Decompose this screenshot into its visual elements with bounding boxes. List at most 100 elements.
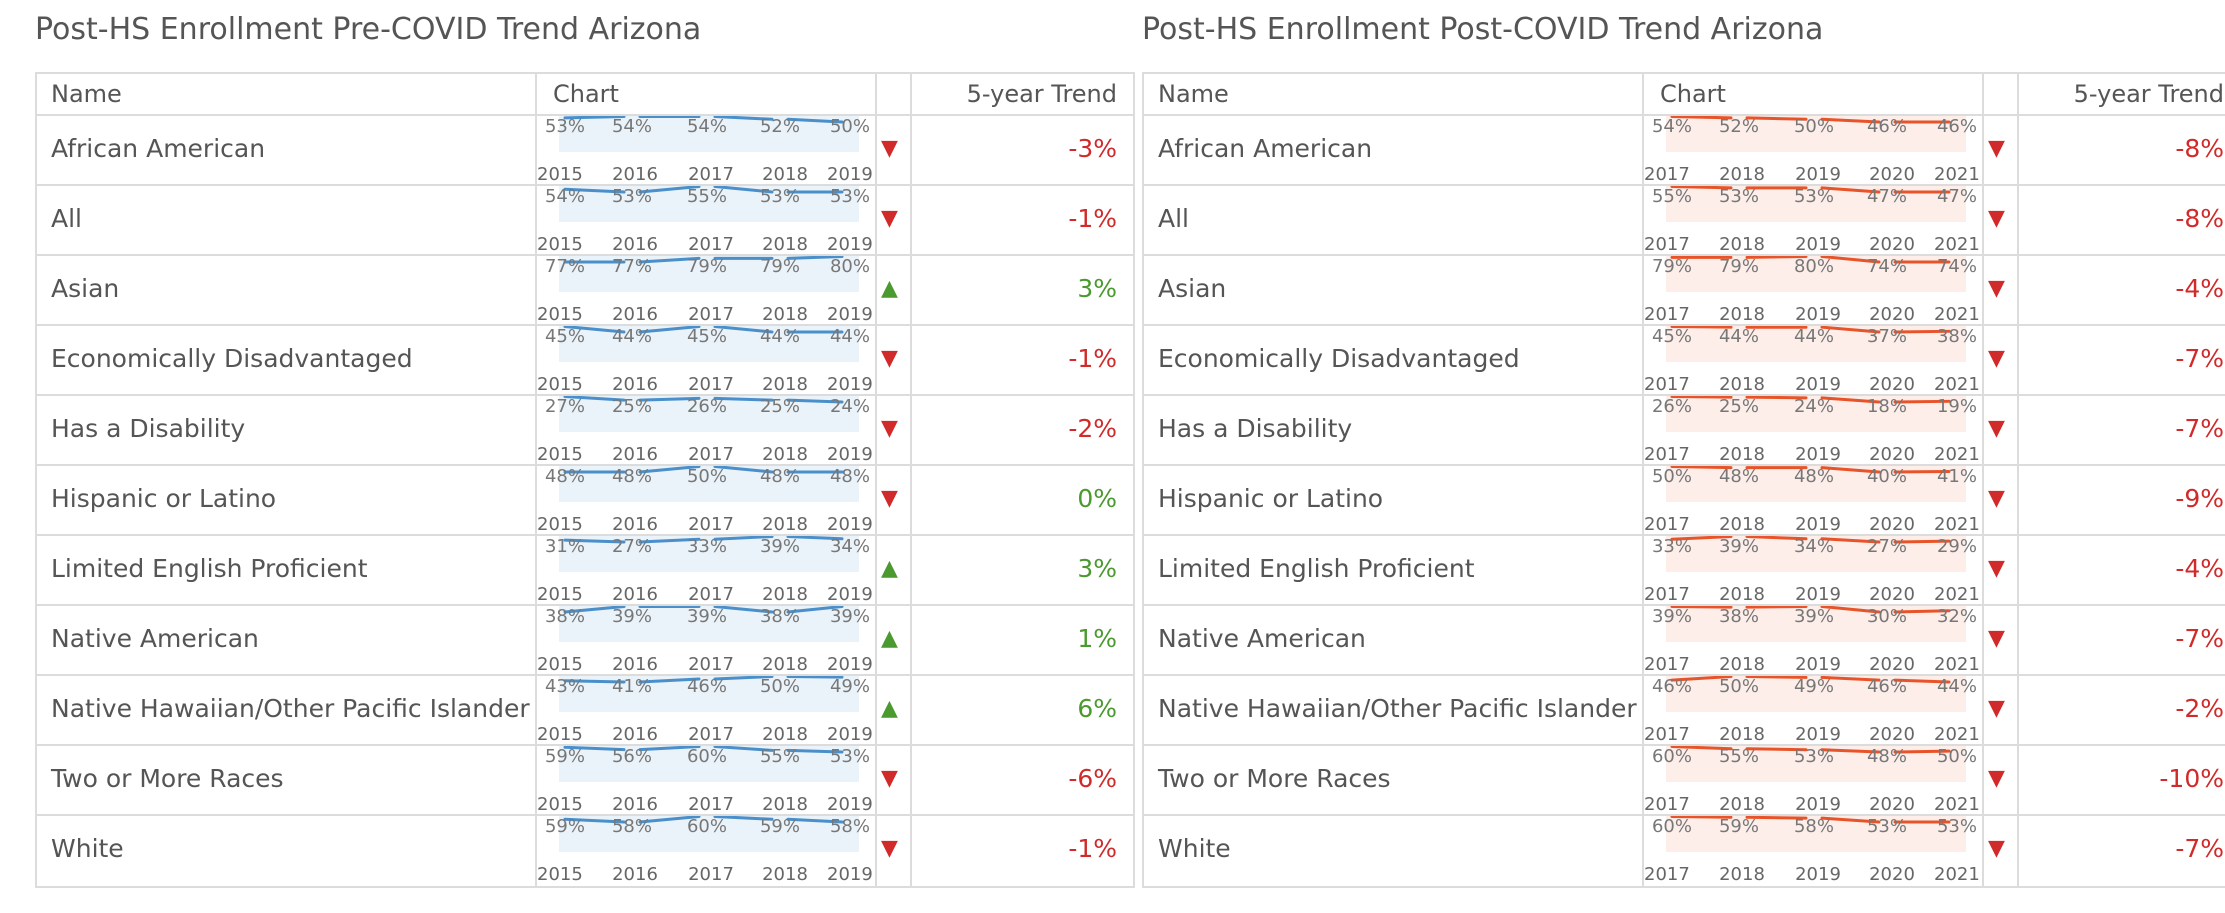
table-row[interactable]: Has a Disability 27% 25% 26% 25% 24% 2015 2016 2…	[35, 396, 1135, 466]
sparkline-line	[713, 536, 774, 541]
table-row[interactable]: Asian 77% 77% 79% 79% 80% 2015 2016 2017 2018 2019…	[35, 256, 1135, 326]
sparkline-line	[1820, 816, 1881, 824]
sparkline-line	[1670, 326, 1733, 329]
data-label: 60%	[1652, 746, 1692, 767]
sparkline-line	[786, 606, 844, 614]
data-label: 25%	[760, 396, 800, 417]
x-axis-tick-label: 2019	[827, 654, 873, 675]
x-axis-tick-label: 2018	[762, 724, 808, 745]
header-chart[interactable]: Chart	[1660, 80, 1726, 108]
table-row[interactable]: Hispanic or Latino 48% 48% 50% 48% 48% 2015 201…	[35, 466, 1135, 536]
table-row[interactable]: Economically Disadvantaged 45% 44% 45% 44% 44…	[35, 326, 1135, 396]
x-axis-tick-label: 2019	[1795, 164, 1841, 185]
trend-value: -1%	[1068, 834, 1117, 863]
header-chart[interactable]: Chart	[553, 80, 619, 108]
header-trend[interactable]: 5-year Trend	[966, 80, 1117, 108]
x-axis-tick-label: 2019	[827, 374, 873, 395]
data-label: 40%	[1867, 466, 1907, 487]
table-row[interactable]: Economically Disadvantaged 45% 44% 44% 37% 38…	[1142, 326, 2225, 396]
header-name[interactable]: Name	[51, 80, 122, 108]
column-divider	[2017, 74, 2019, 886]
row-name: White	[51, 834, 124, 863]
table-row[interactable]: Native Hawaiian/Other Pacific Islander 43…	[35, 676, 1135, 746]
x-axis-tick-label: 2019	[1795, 794, 1841, 815]
x-axis-tick-label: 2015	[537, 794, 583, 815]
trend-value: -3%	[1068, 134, 1117, 163]
triangle-up-icon: ▲	[881, 696, 898, 721]
sparkline-line	[786, 398, 844, 404]
data-label: 60%	[1652, 816, 1692, 837]
sparkline-line	[563, 817, 626, 824]
sparkline-line	[563, 538, 626, 544]
data-label: 48%	[1794, 466, 1834, 487]
sparkline-line	[1745, 536, 1808, 541]
data-label: 54%	[545, 186, 585, 207]
sparkline-line	[1745, 747, 1808, 752]
sparkline-band	[559, 606, 859, 642]
data-label: 39%	[1794, 606, 1834, 627]
x-axis-tick-label: 2017	[688, 374, 734, 395]
table-row[interactable]: Asian 79% 79% 80% 74% 74% 2017 2018 2019 2020 2021…	[1142, 256, 2225, 326]
sparkline-chart: 27% 25% 26% 25% 24% 2015 2016 2017 2018 2019	[537, 396, 873, 465]
table-row[interactable]: African American 54% 52% 50% 46% 46% 2017 2018 2…	[1142, 116, 2225, 186]
data-label: 55%	[687, 186, 727, 207]
sparkline-line	[1745, 676, 1808, 679]
data-label: 46%	[1867, 676, 1907, 697]
triangle-down-icon: ▼	[1988, 836, 2005, 861]
table-row[interactable]: All 55% 53% 53% 47% 47% 2017 2018 2019 2020 2021 ▼ -…	[1142, 186, 2225, 256]
data-label: 55%	[1719, 746, 1759, 767]
header-name[interactable]: Name	[1158, 80, 1229, 108]
data-label: 32%	[1937, 606, 1977, 627]
data-label: 25%	[1719, 396, 1759, 417]
table-row[interactable]: Native American 39% 38% 39% 30% 32% 2017 2018 20…	[1142, 606, 2225, 676]
trend-value: -1%	[1068, 204, 1117, 233]
table-row[interactable]: White 60% 59% 58% 53% 53% 2017 2018 2019 2020 2021…	[1142, 816, 2225, 886]
sparkline-chart: 77% 77% 79% 79% 80% 2015 2016 2017 2018 2019	[537, 256, 873, 325]
row-name: Two or More Races	[1158, 764, 1391, 793]
triangle-down-icon: ▼	[881, 346, 898, 371]
data-label: 47%	[1937, 186, 1977, 207]
data-label: 52%	[760, 116, 800, 137]
data-label: 74%	[1937, 256, 1977, 277]
table-row[interactable]: Limited English Proficient 33% 39% 34% 27% 29…	[1142, 536, 2225, 606]
data-label: 44%	[830, 326, 870, 347]
table-row[interactable]: Hispanic or Latino 50% 48% 48% 40% 41% 2017 201…	[1142, 466, 2225, 536]
row-name: Native Hawaiian/Other Pacific Islander	[51, 694, 530, 723]
table-row[interactable]: Native American 38% 39% 39% 38% 39% 2015 2016 20…	[35, 606, 1135, 676]
triangle-down-icon: ▼	[1988, 276, 2005, 301]
x-axis-tick-label: 2020	[1869, 864, 1915, 885]
trend-value: -4%	[2175, 274, 2224, 303]
x-axis-tick-label: 2019	[827, 514, 873, 535]
x-axis-tick-label: 2018	[762, 864, 808, 885]
x-axis-tick-label: 2018	[762, 584, 808, 605]
sparkline-chart: 33% 39% 34% 27% 29% 2017 2018 2019 2020 2021	[1644, 536, 1980, 605]
data-label: 54%	[687, 116, 727, 137]
table-row[interactable]: White 59% 58% 60% 59% 58% 2015 2016 2017 2018 2019…	[35, 816, 1135, 886]
trend-value: -9%	[2175, 484, 2224, 513]
data-label: 53%	[830, 186, 870, 207]
triangle-down-icon: ▼	[1988, 346, 2005, 371]
sparkline-line	[638, 396, 701, 402]
table-row[interactable]: Native Hawaiian/Other Pacific Islander 46…	[1142, 676, 2225, 746]
table-row[interactable]: Limited English Proficient 31% 27% 33% 39% 34…	[35, 536, 1135, 606]
table-row[interactable]: Two or More Races 60% 55% 53% 48% 50% 2017 2018…	[1142, 746, 2225, 816]
sparkline-line	[713, 326, 774, 334]
table-row[interactable]: All 54% 53% 55% 53% 53% 2015 2016 2017 2018 2019 ▼ -…	[35, 186, 1135, 256]
table-row[interactable]: Has a Disability 26% 25% 24% 18% 19% 2017 2018 2…	[1142, 396, 2225, 466]
header-trend[interactable]: 5-year Trend	[2073, 80, 2224, 108]
sparkline-line	[638, 186, 701, 194]
table-header: Name Chart 5-year Trend	[1142, 74, 2225, 116]
data-label: 29%	[1937, 536, 1977, 557]
x-axis-tick-label: 2019	[827, 794, 873, 815]
sparkline-line	[786, 748, 844, 754]
x-axis-tick-label: 2020	[1869, 514, 1915, 535]
sparkline-chart: 53% 54% 54% 52% 50% 2015 2016 2017 2018 2019	[537, 116, 873, 185]
table-row[interactable]: Two or More Races 59% 56% 60% 55% 53% 2015 2016…	[35, 746, 1135, 816]
triangle-up-icon: ▲	[881, 556, 898, 581]
x-axis-tick-label: 2019	[1795, 864, 1841, 885]
x-axis-tick-label: 2021	[1934, 864, 1980, 885]
x-axis-tick-label: 2018	[1719, 654, 1765, 675]
row-name: Has a Disability	[51, 414, 246, 443]
x-axis-tick-label: 2018	[762, 444, 808, 465]
table-row[interactable]: African American 53% 54% 54% 52% 50% 2015 2016 2…	[35, 116, 1135, 186]
